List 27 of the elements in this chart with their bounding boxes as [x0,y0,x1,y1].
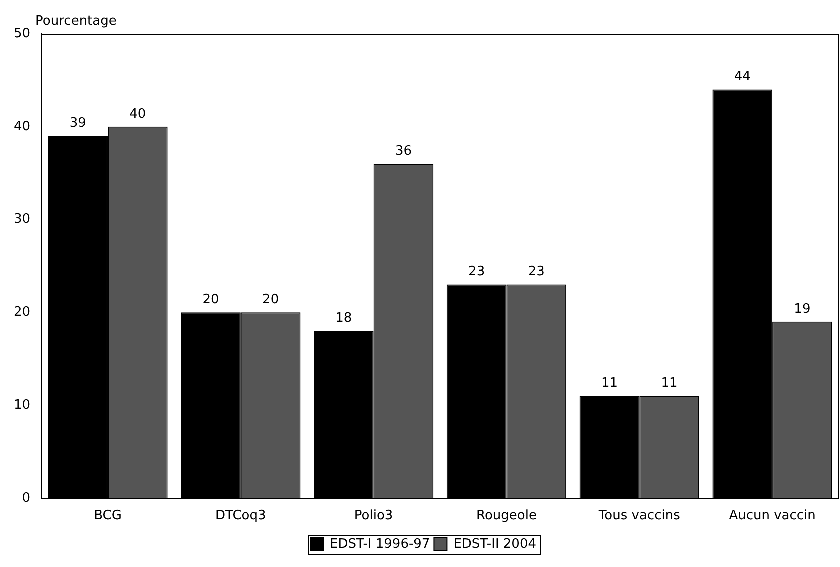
data-label: 23 [468,264,486,280]
x-tick-label: Tous vaccins [598,508,681,524]
data-label: 11 [661,376,678,392]
x-tick-label: Aucun vaccin [729,508,816,524]
data-label: 20 [202,292,220,308]
y-tick-label: 40 [14,119,31,134]
data-label: 36 [395,144,412,159]
y-tick-label: 30 [14,212,31,228]
y-tick-label: 10 [14,398,31,413]
y-axis-title: Pourcentage [36,14,117,29]
data-label: 18 [336,311,352,326]
data-label: 39 [70,116,86,132]
legend-label: EDST-I 1996-97 [330,536,430,552]
data-label: 20 [262,292,280,308]
data-label: 23 [528,264,545,280]
data-label: 19 [794,302,811,317]
data-label: 11 [601,376,618,392]
y-tick-label: 20 [14,305,31,320]
x-tick-label: BCG [94,508,122,524]
x-tick-label: Polio3 [354,508,394,524]
data-label: 40 [130,106,146,122]
legend-label: EDST-II 2004 [454,536,537,552]
y-tick-label: 50 [14,26,31,42]
y-tick-label: 0 [22,490,31,506]
x-tick-label: DTCoq3 [216,508,266,524]
data-label: 44 [734,70,751,85]
x-tick-label: Rougeole [476,508,537,524]
